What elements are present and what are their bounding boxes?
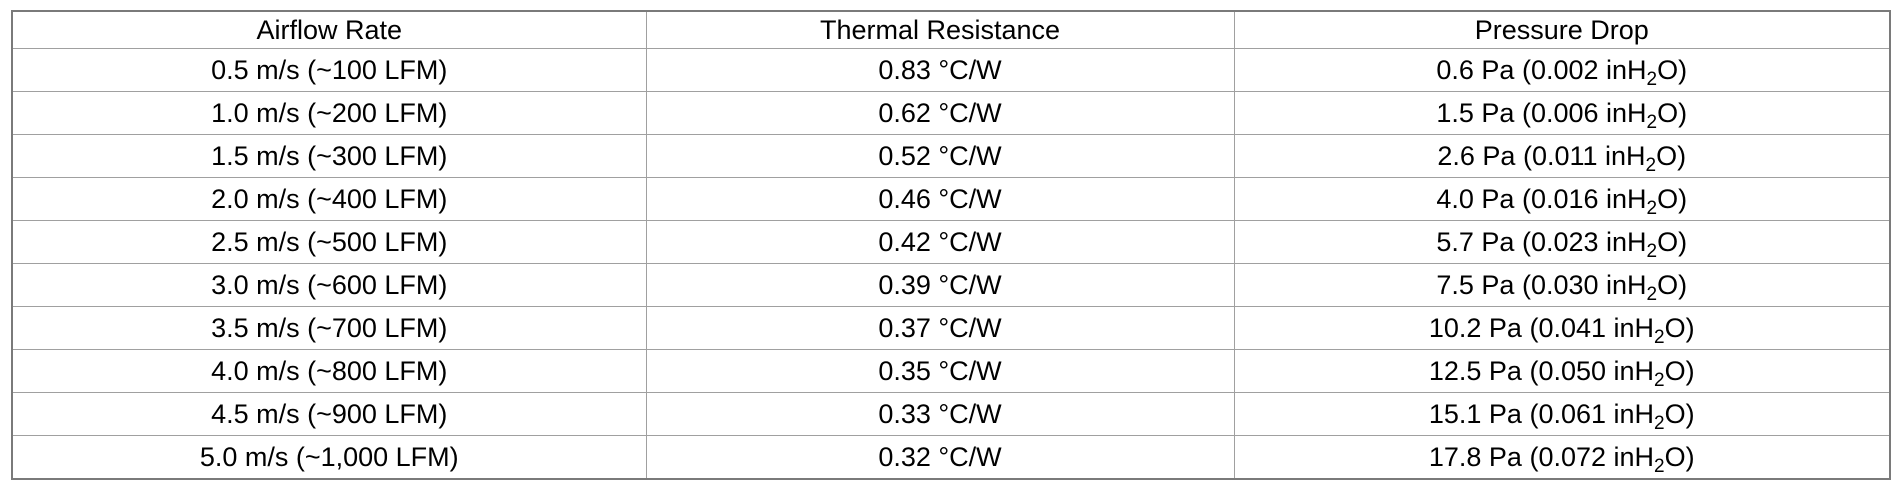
- resistance-cell: 0.52 °C/W: [645, 134, 1235, 178]
- resistance-cell: 0.39 °C/W: [645, 263, 1235, 307]
- pressure-text-end: O): [1664, 442, 1695, 472]
- pressure-text: 7.5 Pa (0.030 inH: [1436, 270, 1647, 300]
- header-row: Airflow Rate Thermal Resistance Pressure…: [11, 10, 1891, 49]
- subscript: 2: [1646, 112, 1658, 133]
- table-row: 5.0 m/s (~1,000 LFM) 0.32 °C/W 17.8 Pa (…: [11, 435, 1891, 480]
- table-row: 1.0 m/s (~200 LFM) 0.62 °C/W 1.5 Pa (0.0…: [11, 91, 1891, 135]
- pressure-text: 4.0 Pa (0.016 inH: [1436, 184, 1647, 214]
- table-body: 0.5 m/s (~100 LFM) 0.83 °C/W 0.6 Pa (0.0…: [11, 48, 1891, 480]
- resistance-cell: 0.33 °C/W: [645, 392, 1235, 436]
- table-row: 4.0 m/s (~800 LFM) 0.35 °C/W 12.5 Pa (0.…: [11, 349, 1891, 393]
- pressure-text-end: O): [1664, 313, 1695, 343]
- pressure-cell: 12.5 Pa (0.050 inH2O): [1233, 349, 1891, 393]
- airflow-cell: 5.0 m/s (~1,000 LFM): [11, 435, 647, 480]
- pressure-text: 12.5 Pa (0.050 inH: [1428, 356, 1655, 386]
- pressure-text: 17.8 Pa (0.072 inH: [1428, 442, 1655, 472]
- pressure-text: 2.6 Pa (0.011 inH: [1437, 141, 1646, 171]
- pressure-text: 5.7 Pa (0.023 inH: [1436, 227, 1647, 257]
- pressure-text-end: O): [1657, 55, 1688, 85]
- resistance-cell: 0.32 °C/W: [645, 435, 1235, 480]
- resistance-cell: 0.62 °C/W: [645, 91, 1235, 135]
- airflow-cell: 0.5 m/s (~100 LFM): [11, 48, 647, 92]
- airflow-cell: 4.5 m/s (~900 LFM): [11, 392, 647, 436]
- pressure-cell: 10.2 Pa (0.041 inH2O): [1233, 306, 1891, 350]
- pressure-cell: 0.6 Pa (0.002 inH2O): [1233, 48, 1891, 92]
- table-row: 2.5 m/s (~500 LFM) 0.42 °C/W 5.7 Pa (0.0…: [11, 220, 1891, 264]
- resistance-cell: 0.35 °C/W: [645, 349, 1235, 393]
- table-row: 3.0 m/s (~600 LFM) 0.39 °C/W 7.5 Pa (0.0…: [11, 263, 1891, 307]
- airflow-cell: 3.0 m/s (~600 LFM): [11, 263, 647, 307]
- pressure-text: 10.2 Pa (0.041 inH: [1428, 313, 1655, 343]
- pressure-cell: 2.6 Pa (0.011 inH2O): [1233, 134, 1891, 178]
- subscript: 2: [1654, 413, 1665, 434]
- airflow-cell: 1.5 m/s (~300 LFM): [11, 134, 647, 178]
- pressure-cell: 15.1 Pa (0.061 inH2O): [1233, 392, 1891, 436]
- subscript: 2: [1654, 370, 1665, 391]
- resistance-cell: 0.46 °C/W: [645, 177, 1235, 221]
- subscript: 2: [1646, 69, 1658, 90]
- table-row: 0.5 m/s (~100 LFM) 0.83 °C/W 0.6 Pa (0.0…: [11, 48, 1891, 92]
- header-thermal-resistance: Thermal Resistance: [645, 10, 1235, 49]
- airflow-cell: 4.0 m/s (~800 LFM): [11, 349, 647, 393]
- airflow-cell: 2.0 m/s (~400 LFM): [11, 177, 647, 221]
- pressure-text-end: O): [1664, 399, 1695, 429]
- pressure-cell: 1.5 Pa (0.006 inH2O): [1233, 91, 1891, 135]
- resistance-cell: 0.42 °C/W: [645, 220, 1235, 264]
- pressure-text: 0.6 Pa (0.002 inH: [1436, 55, 1647, 85]
- pressure-cell: 4.0 Pa (0.016 inH2O): [1233, 177, 1891, 221]
- pressure-text-end: O): [1657, 270, 1688, 300]
- subscript: 2: [1654, 327, 1665, 348]
- subscript: 2: [1654, 456, 1665, 477]
- table-row: 4.5 m/s (~900 LFM) 0.33 °C/W 15.1 Pa (0.…: [11, 392, 1891, 436]
- subscript: 2: [1646, 241, 1658, 262]
- subscript: 2: [1645, 155, 1657, 176]
- airflow-cell: 2.5 m/s (~500 LFM): [11, 220, 647, 264]
- airflow-cell: 1.0 m/s (~200 LFM): [11, 91, 647, 135]
- pressure-cell: 17.8 Pa (0.072 inH2O): [1233, 435, 1891, 480]
- table-row: 3.5 m/s (~700 LFM) 0.37 °C/W 10.2 Pa (0.…: [11, 306, 1891, 350]
- subscript: 2: [1646, 198, 1658, 219]
- pressure-cell: 5.7 Pa (0.023 inH2O): [1233, 220, 1891, 264]
- data-table: Airflow Rate Thermal Resistance Pressure…: [11, 10, 1891, 480]
- resistance-cell: 0.37 °C/W: [645, 306, 1235, 350]
- pressure-text-end: O): [1657, 227, 1688, 257]
- subscript: 2: [1646, 284, 1658, 305]
- pressure-text: 1.5 Pa (0.006 inH: [1436, 98, 1647, 128]
- pressure-text-end: O): [1656, 141, 1687, 171]
- pressure-text-end: O): [1657, 184, 1688, 214]
- header-pressure-drop: Pressure Drop: [1233, 10, 1891, 49]
- pressure-text-end: O): [1664, 356, 1695, 386]
- header-airflow-rate: Airflow Rate: [11, 10, 647, 49]
- resistance-cell: 0.83 °C/W: [645, 48, 1235, 92]
- table-row: 2.0 m/s (~400 LFM) 0.46 °C/W 4.0 Pa (0.0…: [11, 177, 1891, 221]
- pressure-cell: 7.5 Pa (0.030 inH2O): [1233, 263, 1891, 307]
- pressure-text: 15.1 Pa (0.061 inH: [1428, 399, 1655, 429]
- table-row: 1.5 m/s (~300 LFM) 0.52 °C/W 2.6 Pa (0.0…: [11, 134, 1891, 178]
- pressure-text-end: O): [1657, 98, 1688, 128]
- airflow-cell: 3.5 m/s (~700 LFM): [11, 306, 647, 350]
